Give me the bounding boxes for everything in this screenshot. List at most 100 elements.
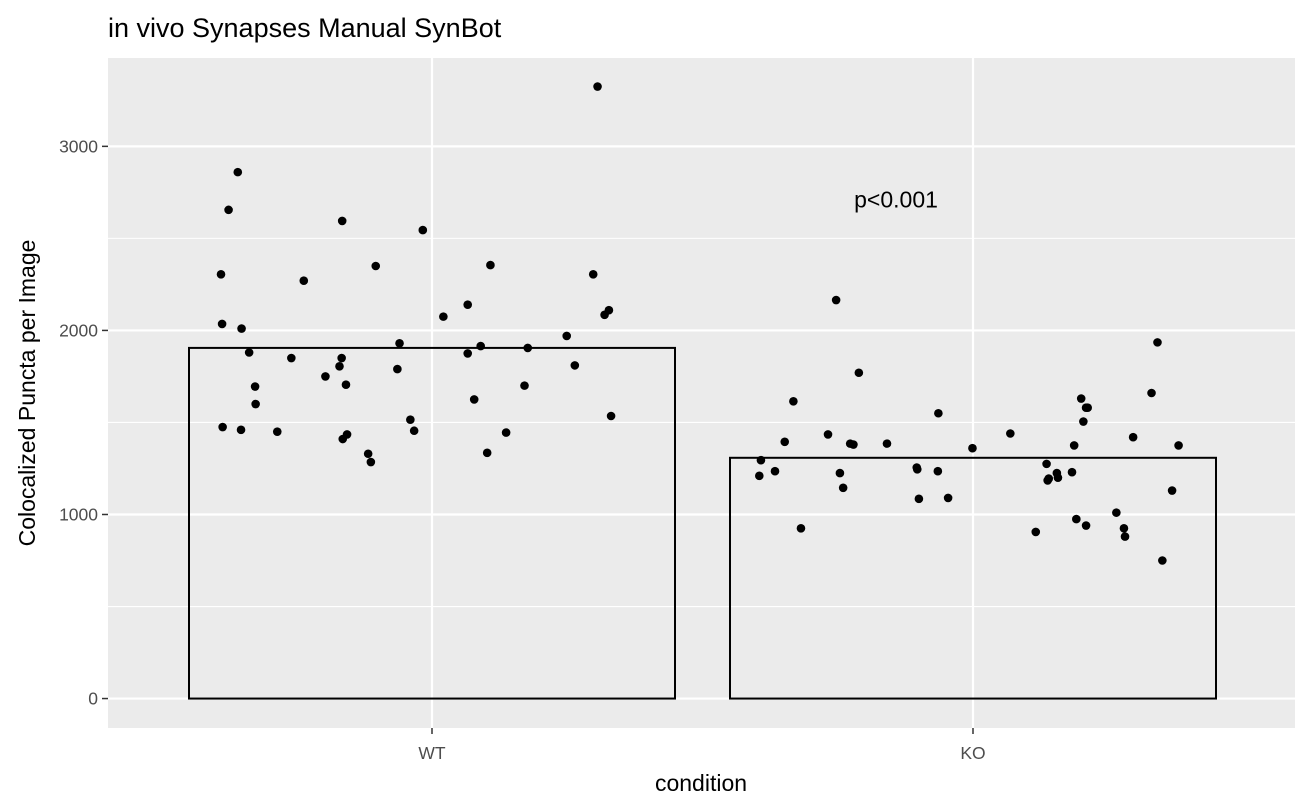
- point-wt: [335, 362, 344, 371]
- x-tick-label: WT: [418, 743, 446, 763]
- point-wt: [439, 312, 448, 321]
- point-ko: [770, 466, 780, 476]
- point-ko: [1053, 473, 1063, 482]
- point-wt: [523, 343, 533, 353]
- bars: [188, 346, 1217, 700]
- point-ko: [1153, 338, 1162, 347]
- point-ko: [756, 455, 766, 465]
- x-axis-title: condition: [655, 770, 747, 796]
- point-wt: [251, 399, 260, 409]
- point-wt: [218, 422, 227, 432]
- y-axis-title: Colocalized Puncta per Image: [14, 240, 40, 547]
- point-ko: [1067, 467, 1077, 477]
- point-ko: [835, 468, 845, 478]
- point-wt: [244, 348, 254, 357]
- point-ko: [1120, 532, 1130, 541]
- x-tick-label: KO: [960, 743, 985, 763]
- point-ko: [796, 523, 806, 533]
- point-wt: [463, 349, 473, 358]
- point-wt: [272, 427, 282, 436]
- y-tick-label: 0: [88, 689, 98, 709]
- point-ko: [1128, 432, 1138, 442]
- point-wt: [486, 260, 495, 270]
- point-wt: [363, 449, 373, 459]
- point-wt: [299, 276, 309, 286]
- point-wt: [476, 341, 485, 351]
- p-value-annotation: p<0.001: [854, 187, 938, 213]
- point-ko: [1167, 486, 1177, 495]
- point-wt: [287, 353, 296, 363]
- point-wt: [418, 225, 428, 235]
- point-ko: [1079, 417, 1088, 426]
- point-wt: [395, 339, 404, 348]
- data-points: [216, 82, 1183, 565]
- point-ko: [854, 368, 864, 378]
- point-ko: [823, 430, 833, 439]
- point-ko: [1072, 514, 1081, 524]
- point-ko: [1076, 394, 1086, 403]
- plot-panel: [108, 58, 1295, 728]
- point-ko: [914, 494, 924, 504]
- point-ko: [838, 483, 848, 493]
- point-wt: [406, 415, 415, 424]
- point-ko: [912, 465, 922, 474]
- point-ko: [1174, 441, 1183, 450]
- point-ko: [789, 396, 798, 406]
- point-ko: [1069, 441, 1079, 450]
- point-ko: [968, 443, 977, 453]
- y-tick-label: 1000: [59, 504, 98, 524]
- bar-ko: [729, 456, 1217, 700]
- point-ko: [1112, 508, 1121, 517]
- point-ko: [755, 471, 764, 481]
- point-wt: [250, 382, 260, 391]
- point-ko: [1158, 556, 1167, 565]
- bar-wt: [188, 346, 676, 700]
- point-ko: [1083, 403, 1092, 413]
- point-wt: [236, 425, 246, 435]
- point-ko: [1044, 474, 1054, 483]
- point-ko: [780, 437, 790, 447]
- point-ko: [1119, 523, 1129, 533]
- point-wt: [606, 411, 616, 421]
- point-wt: [501, 428, 511, 437]
- point-wt: [321, 372, 330, 381]
- point-wt: [224, 205, 233, 215]
- point-wt: [482, 448, 492, 458]
- y-tick-label: 2000: [59, 320, 98, 340]
- point-ko: [943, 493, 953, 503]
- point-wt: [593, 82, 602, 91]
- point-wt: [393, 364, 402, 374]
- point-ko: [1031, 527, 1041, 537]
- point-wt: [371, 261, 381, 271]
- point-wt: [463, 300, 473, 309]
- y-tick-label: 3000: [59, 136, 98, 156]
- point-wt: [337, 216, 347, 226]
- point-wt: [237, 324, 246, 333]
- point-wt: [338, 434, 348, 444]
- point-ko: [1042, 459, 1051, 469]
- point-wt: [469, 395, 479, 404]
- point-ko: [1147, 388, 1156, 398]
- point-wt: [216, 269, 226, 279]
- point-wt: [217, 319, 227, 329]
- x-axis: WT KO: [418, 728, 986, 763]
- y-axis: 0 1000 2000 3000: [59, 136, 108, 709]
- point-wt: [233, 167, 243, 177]
- point-ko: [882, 439, 892, 448]
- point-wt: [604, 305, 614, 315]
- point-wt: [341, 380, 351, 390]
- point-wt: [337, 353, 346, 363]
- point-ko: [1081, 521, 1091, 530]
- point-ko: [849, 440, 858, 449]
- point-ko: [933, 466, 943, 476]
- point-ko: [831, 295, 841, 305]
- point-ko: [1006, 429, 1015, 438]
- point-ko: [934, 408, 943, 418]
- point-wt: [570, 361, 580, 370]
- point-wt: [409, 426, 419, 436]
- chart-title: in vivo Synapses Manual SynBot: [108, 13, 502, 43]
- point-wt: [366, 457, 376, 467]
- point-wt: [562, 331, 572, 341]
- point-wt: [520, 381, 529, 390]
